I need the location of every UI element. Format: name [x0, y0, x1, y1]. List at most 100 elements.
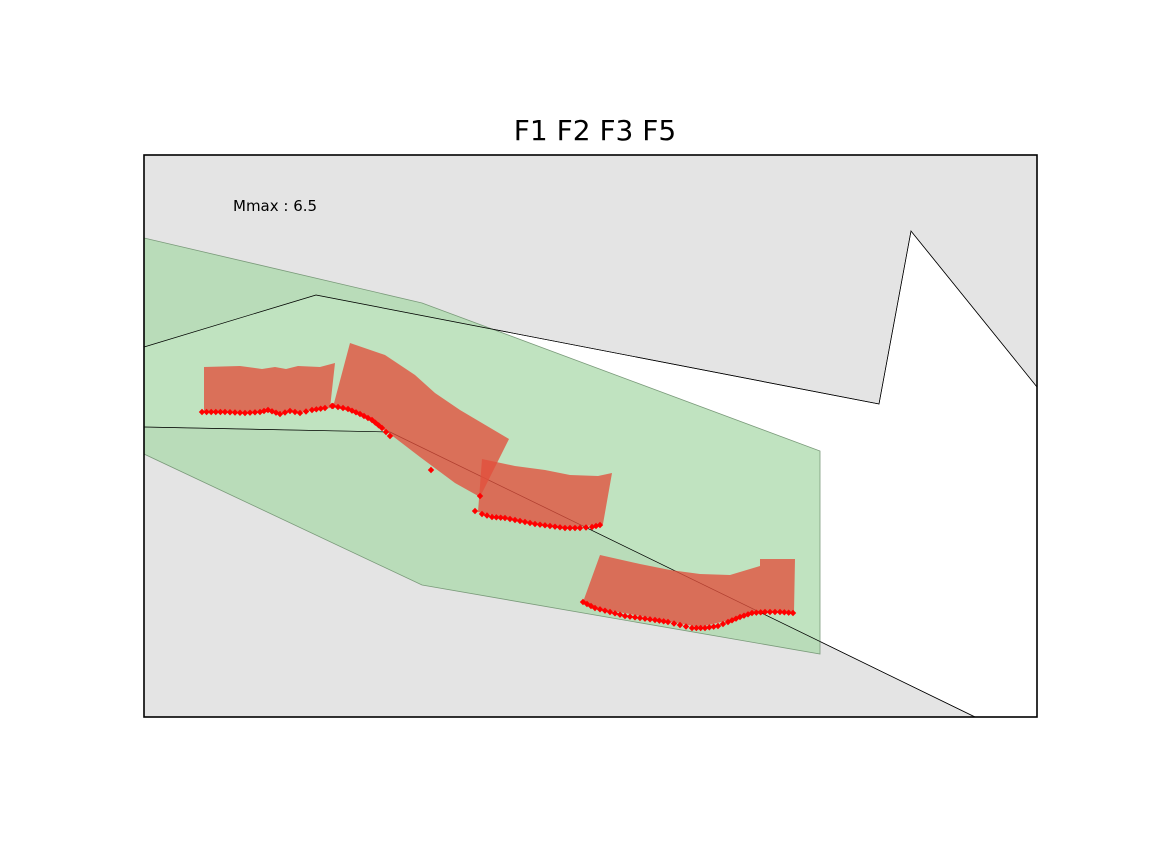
fault-trace-marker-f1: [231, 409, 239, 416]
fault-trace-marker-f1: [321, 404, 329, 412]
fault-trace-marker-f5: [606, 608, 614, 616]
fault-trace-marker-f3: [582, 524, 590, 531]
fault-trace-marker-f5: [693, 624, 700, 632]
fault-trace-marker-f5: [651, 616, 659, 624]
fault-trace-marker-f1: [221, 408, 229, 416]
fault-trace-marker-f5: [771, 608, 779, 616]
fault-trace-marker-f3: [526, 519, 534, 527]
fault-trace-marker-f3: [483, 512, 491, 519]
fault-trace-marker-f1: [217, 408, 224, 416]
fault-trace-marker-f1: [251, 409, 259, 416]
mmax-label: Mmax : 6.5: [233, 197, 317, 215]
fault-trace-marker-f5: [688, 624, 696, 632]
fault-trace-marker-f3: [478, 510, 486, 518]
fault-trace-marker-f3: [516, 517, 524, 525]
fault-trace-marker-f3: [521, 518, 529, 526]
fault-trace-marker-f3: [561, 524, 569, 532]
fault-trace-marker-f1: [281, 409, 289, 416]
fault-trace-marker: [427, 466, 435, 474]
fault-trace-marker-f5: [706, 624, 713, 631]
fault-trace-marker-f1: [313, 406, 320, 413]
fault-plane-f3: [478, 459, 612, 528]
fault-plane-f2: [333, 343, 509, 497]
fault-trace-marker-f5: [646, 616, 654, 623]
fault-trace-marker-f3: [556, 524, 564, 531]
fault-trace-marker-f5: [636, 614, 644, 622]
fault-trace-marker-f5: [641, 615, 649, 622]
fault-trace-marker-f3: [596, 521, 604, 529]
fault-planes: [204, 343, 795, 627]
fault-trace-marker-f1: [212, 408, 219, 416]
fault-trace-marker-f2: [378, 424, 386, 432]
fault-trace-marker-f5: [660, 618, 667, 625]
fault-trace-marker-f1: [203, 408, 210, 416]
fault-trace-marker-f2: [334, 403, 342, 411]
fault-trace-marker: [471, 507, 479, 515]
fault-trace-marker-f3: [551, 523, 559, 530]
fault-trace-marker-f5: [656, 617, 663, 624]
fault-trace-marker-f5: [601, 607, 609, 614]
fault-trace-marker-f1: [226, 409, 234, 416]
fault-trace-marker-f5: [682, 623, 690, 630]
fault-traces: [198, 402, 797, 632]
fault-trace-marker-f1: [296, 409, 304, 417]
fault-trace-marker-f1: [198, 408, 206, 416]
fault-trace-marker-f5: [621, 612, 629, 620]
fault-trace-marker-f3: [536, 521, 544, 528]
fault-trace-marker-f1: [246, 409, 254, 416]
fault-trace-marker-f5: [591, 604, 599, 612]
fault-trace-marker-f5: [710, 623, 717, 630]
fault-trace-marker-f3: [511, 516, 519, 524]
fault-trace-marker-f5: [697, 624, 704, 632]
fault-trace-marker-f5: [596, 606, 604, 613]
fault-trace-marker-f5: [616, 611, 624, 618]
fault-trace-marker-f3: [506, 515, 514, 523]
fault-trace-marker-f1: [317, 405, 324, 412]
fault-trace-marker-f5: [701, 624, 709, 632]
fault-trace-marker-f5: [670, 620, 678, 627]
fault-trace-marker-f3: [566, 524, 574, 532]
fault-trace-marker-f1: [236, 409, 244, 416]
coastline-north: [144, 230, 1037, 405]
map-title: F1 F2 F3 F5: [514, 114, 676, 147]
fault-trace-marker-f3: [531, 520, 539, 528]
fault-trace-marker-f5: [757, 609, 764, 616]
fault-trace-marker-f5: [664, 618, 672, 626]
fault-trace-marker-f5: [626, 613, 634, 620]
fault-trace-marker-f3: [541, 522, 549, 529]
fault-trace-marker-f5: [676, 621, 684, 629]
fault-trace-marker-f2: [386, 432, 394, 440]
fault-trace-marker-f5: [714, 622, 722, 630]
fault-trace-marker-f5: [776, 608, 784, 616]
fault-trace-marker-f5: [753, 609, 760, 616]
fault-trace-marker-f5: [785, 609, 792, 616]
fault-trace-marker-f1: [302, 408, 310, 415]
fault-trace-marker-f1: [241, 409, 249, 417]
fault-trace-marker-f1: [308, 406, 316, 414]
fault-trace-marker-f5: [761, 608, 769, 616]
fault-plane-f5: [583, 555, 795, 627]
fault-trace-marker-f5: [781, 609, 788, 616]
fault-trace-marker: [476, 492, 484, 500]
fault-trace-marker-f2: [382, 428, 390, 436]
fault-plane-f1: [204, 363, 335, 413]
fault-trace-marker-f3: [497, 514, 504, 521]
fault-trace-marker-f3: [546, 522, 554, 530]
fault-trace-marker-f5: [789, 609, 797, 617]
fault-trace-marker-f3: [493, 514, 500, 521]
fault-trace-marker-f3: [488, 513, 496, 521]
fault-trace-marker-f5: [766, 608, 774, 616]
fault-trace-marker-f5: [748, 609, 756, 617]
fault-trace-marker-f1: [286, 407, 294, 415]
map-frame: [143, 154, 1038, 718]
fault-trace-marker-f1: [291, 408, 299, 416]
fault-trace-marker-f2: [339, 404, 347, 412]
fault-trace-marker-f1: [208, 408, 215, 416]
fault-trace-marker-f3: [576, 524, 584, 532]
fault-trace-marker-f5: [631, 614, 639, 621]
fault-trace-marker-f3: [571, 524, 579, 532]
fault-trace-marker-f5: [719, 620, 727, 628]
fault-trace-marker-f3: [501, 514, 509, 522]
fault-trace-marker-f1: [276, 410, 284, 418]
